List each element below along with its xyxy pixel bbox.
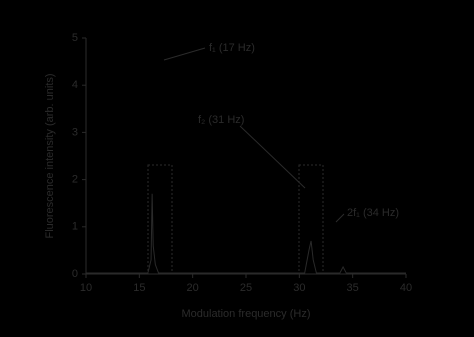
annotation-arrow [163, 47, 206, 61]
annotation: 2f₁ (34 Hz) [347, 207, 399, 219]
annotation: f₂ (31 Hz) [198, 114, 244, 126]
y-axis-label: Fluorescence intensity (arb. units) [44, 73, 56, 238]
y-tick-label: 4 [72, 79, 78, 91]
annotation: f₁ (17 Hz) [209, 42, 255, 54]
spectrum-line [86, 193, 406, 274]
y-tick-label: 1 [72, 221, 78, 233]
y-tick-label: 3 [72, 126, 78, 138]
annotation-arrow [239, 125, 306, 189]
x-tick-label: 35 [347, 282, 359, 294]
x-axis-label: Modulation frequency (Hz) [181, 308, 310, 320]
y-tick-label: 0 [72, 268, 78, 280]
x-tick-label: 15 [133, 282, 145, 294]
x-tick-label: 30 [293, 282, 305, 294]
y-tick-label: 2 [72, 174, 78, 186]
highlight-box [298, 164, 324, 275]
x-tick-label: 20 [187, 282, 199, 294]
x-tick-label: 25 [240, 282, 252, 294]
y-tick-label: 5 [72, 32, 78, 44]
highlight-box [147, 164, 173, 275]
x-tick-label: 40 [400, 282, 412, 294]
x-tick-label: 10 [80, 282, 92, 294]
annotation-arrow [335, 213, 345, 223]
